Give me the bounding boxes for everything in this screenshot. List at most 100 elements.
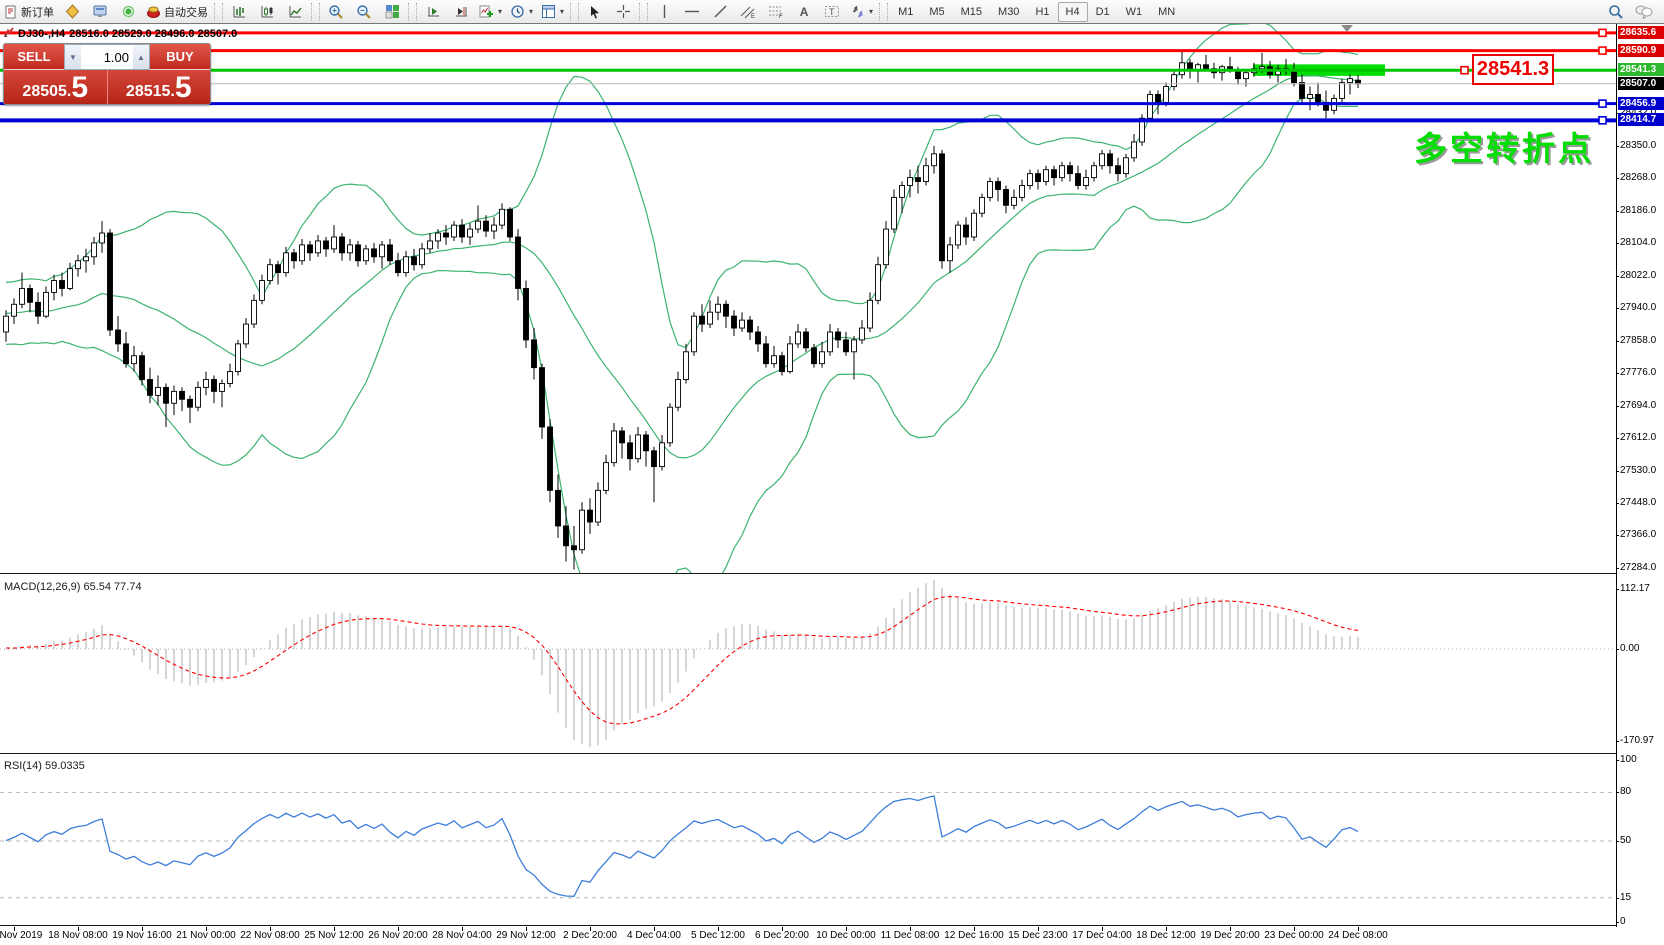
price-axis-label: 27694.0 [1620, 399, 1657, 411]
line-chart-button[interactable] [281, 1, 309, 23]
price-callout-label[interactable]: 28541.3 [1472, 54, 1554, 85]
price-axis-label: 28022.0 [1620, 269, 1657, 281]
timeframe-button-h4[interactable]: H4 [1057, 1, 1088, 22]
time-axis-label: 26 Nov 20:00 [368, 930, 428, 941]
autotrade-button[interactable]: 自动交易 [142, 1, 212, 23]
timeframe-button-m30[interactable]: M30 [998, 5, 1020, 18]
macd-indicator-panel[interactable] [0, 578, 1616, 753]
chart-shift-marker-icon[interactable] [1341, 25, 1353, 32]
time-axis-label: 2 Dec 20:00 [563, 930, 617, 941]
candlestick-chart-icon [260, 4, 275, 19]
chart-top-border [0, 23, 1664, 24]
timeframe-button-h1[interactable]: H1 [1035, 5, 1050, 18]
toolbar-separator [408, 2, 417, 21]
crosshair-icon [616, 4, 631, 19]
price-badge: 28507.0 [1618, 76, 1664, 90]
candlestick-chart-button[interactable] [253, 1, 281, 23]
chart-annotation-text[interactable]: 多空转折点 [1414, 130, 1594, 167]
text-button[interactable]: A [790, 1, 818, 23]
time-axis[interactable]: 15 Nov 2019 18 Nov 08:00 19 Nov 16:00 21 No… [0, 927, 1664, 945]
chart-shift-button[interactable] [447, 1, 475, 23]
horizontal-lines[interactable] [0, 28, 1616, 125]
time-tick-mark [1358, 927, 1359, 931]
macd-chart[interactable] [0, 578, 1616, 753]
fibonacci-button[interactable]: F [762, 1, 790, 23]
callout-anchor-handle[interactable] [1460, 65, 1469, 75]
volume-decrease-button[interactable]: ▼ [65, 45, 81, 69]
sell-button[interactable]: SELL [4, 44, 64, 70]
axis-tick-mark [1616, 535, 1619, 537]
time-tick-mark [270, 927, 271, 931]
buy-price-display[interactable]: 28515. 5 [107, 70, 210, 104]
price-axis-label: 28186.0 [1620, 204, 1657, 216]
candles[interactable] [3, 50, 1361, 570]
new-order-button[interactable]: 新订单 [0, 1, 58, 23]
time-axis-label: 17 Dec 04:00 [1072, 930, 1132, 941]
periods-icon [510, 4, 525, 19]
volume-input[interactable] [81, 45, 133, 69]
templates-button[interactable]: ▾ [537, 1, 568, 23]
periods-button[interactable]: ▾ [506, 1, 537, 23]
horizontal-line-button[interactable] [678, 1, 706, 23]
rsi-chart[interactable] [0, 757, 1616, 925]
autotrade-icon [146, 4, 161, 19]
sell-price-display[interactable]: 28505. 5 [4, 70, 108, 104]
timeframe-button-d1[interactable]: D1 [1095, 5, 1110, 18]
timeframe-button-m5[interactable]: M5 [929, 5, 945, 18]
crosshair-button[interactable] [609, 1, 637, 23]
bar-chart-button[interactable] [225, 1, 253, 23]
time-tick-mark [1038, 927, 1039, 931]
rsi-indicator-label: RSI(14) 59.0335 [4, 760, 85, 772]
time-tick-mark [206, 927, 207, 931]
axis-tick-mark [1616, 792, 1619, 794]
timeframe-button-mn[interactable]: MN [1158, 5, 1176, 18]
time-tick-mark [1294, 927, 1295, 931]
zoom-in-button[interactable] [322, 1, 350, 23]
buy-price-main: 28515 [125, 83, 171, 100]
toolbar-separator [311, 2, 320, 21]
timeframe-button-m15[interactable]: M15 [960, 5, 983, 18]
data-window-button[interactable] [86, 1, 114, 23]
time-tick-mark [910, 927, 911, 931]
buy-button[interactable]: BUY [150, 44, 210, 70]
candlestick-chart[interactable] [0, 21, 1616, 639]
text-label-button[interactable]: T [818, 1, 846, 23]
text-label-icon: T [824, 4, 840, 19]
arrows-button[interactable]: ▾ [846, 1, 877, 23]
axis-tick-mark [1616, 405, 1619, 407]
market-watch-button[interactable] [58, 1, 86, 23]
templates-caret-icon: ▾ [560, 7, 565, 16]
sell-price-main: 28505 [22, 83, 67, 100]
chart-symbol-period: DJ30-,H4 [18, 27, 66, 40]
rsi-axis-label: 15 [1620, 891, 1632, 903]
indicators-button[interactable]: ▾ [475, 1, 506, 23]
auto-scroll-button[interactable] [419, 1, 447, 23]
main-chart-panel[interactable] [0, 21, 1616, 639]
chat-icon [1635, 4, 1653, 19]
vertical-line-button[interactable] [650, 1, 678, 23]
volume-increase-button[interactable]: ▲ [133, 45, 149, 69]
axis-tick-mark [1616, 113, 1619, 115]
svg-text:F: F [779, 14, 783, 19]
time-axis-label: 5 Dec 12:00 [691, 930, 745, 941]
axis-tick-mark [1616, 275, 1619, 277]
timeframe-button-w1[interactable]: W1 [1125, 5, 1143, 18]
time-tick-mark [654, 927, 655, 931]
one-click-trading-panel: SELL ▼ ▲ BUY 28505.5 28515.5 [3, 43, 211, 105]
rsi-indicator-panel[interactable] [0, 757, 1616, 925]
signal-button[interactable] [114, 1, 142, 23]
timeframe-button-m1[interactable]: M1 [898, 5, 914, 18]
chat-button[interactable] [1630, 1, 1658, 23]
axis-tick-mark [1616, 308, 1619, 310]
price-axis[interactable]: 28432.0 28350.0 28268.0 28186.0 28104.0 28022… [1616, 24, 1664, 927]
trendline-button[interactable] [706, 1, 734, 23]
tile-windows-button[interactable] [378, 1, 406, 23]
zoom-out-button[interactable] [350, 1, 378, 23]
cursor-button[interactable] [581, 1, 609, 23]
price-badge: 28414.7 [1618, 113, 1664, 127]
text-icon: A [799, 4, 809, 19]
channel-icon: E [740, 4, 756, 19]
channel-button[interactable]: E [734, 1, 762, 23]
search-button[interactable] [1602, 1, 1630, 23]
svg-text:E: E [751, 14, 755, 19]
